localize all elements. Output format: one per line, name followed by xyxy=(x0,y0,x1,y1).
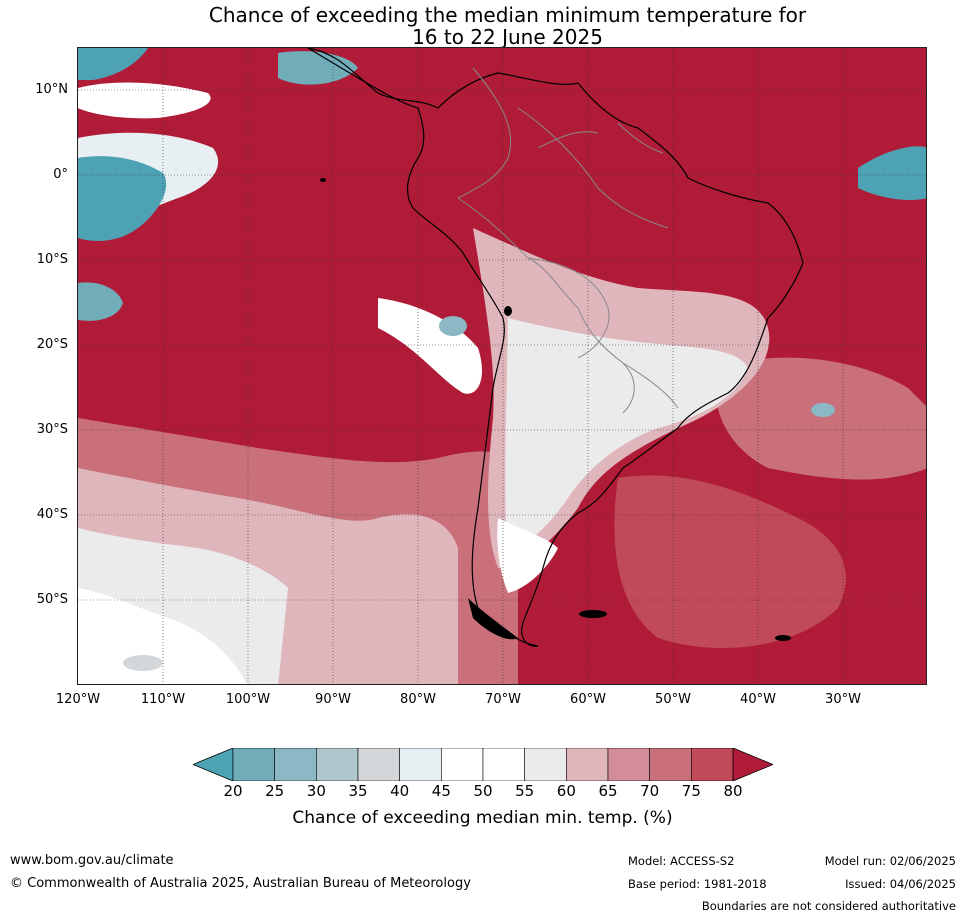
colorbar-label: Chance of exceeding median min. temp. (%… xyxy=(292,808,673,828)
footer-model: Model: ACCESS-S2 xyxy=(628,854,735,868)
map-title-line1: Chance of exceeding the median minimum t… xyxy=(208,3,807,27)
south-america-coastline xyxy=(307,48,804,647)
lon-label-70w: 70°W xyxy=(485,692,521,707)
lon-label-40w: 40°W xyxy=(740,692,776,707)
footer-website: www.bom.gov.au/climate xyxy=(10,853,174,868)
field-patch-atlantic-blue xyxy=(811,403,835,417)
colorbar-tick-label: 70 xyxy=(640,782,660,800)
colorbar-tick-label: 60 xyxy=(556,782,576,800)
footer-issued: Issued: 04/06/2025 xyxy=(845,877,956,891)
footer-copyright: © Commonwealth of Australia 2025, Austra… xyxy=(10,876,471,891)
colorbar-tick-label: 80 xyxy=(723,782,743,800)
colorbar-segment xyxy=(274,748,317,781)
colorbar-segment xyxy=(566,748,609,781)
field-band-patagonia-white xyxy=(497,518,558,593)
lon-label-60w: 60°W xyxy=(570,692,606,707)
lat-label-50s: 50°S xyxy=(36,592,68,607)
lon-label-110w: 110°W xyxy=(140,692,186,707)
colorbar-tick-label: 30 xyxy=(306,782,326,800)
field-band-west-pacific-blue xyxy=(78,282,123,321)
colorbar xyxy=(193,748,773,781)
probability-map xyxy=(77,47,927,685)
field-band-equatorial-atlantic-blue xyxy=(858,146,926,200)
footer-model-run: Model run: 02/06/2025 xyxy=(824,854,956,868)
colorbar-tick-label: 65 xyxy=(598,782,618,800)
colorbar-segment xyxy=(232,748,275,781)
colorbar-extension-low xyxy=(193,748,234,781)
colorbar-tick-label: 25 xyxy=(265,782,285,800)
colorbar-segment xyxy=(316,748,359,781)
footer-base-period: Base period: 1981-2018 xyxy=(628,877,767,891)
field-band-northwest-blue xyxy=(78,48,148,80)
colorbar-segment xyxy=(649,748,692,781)
field-band-east-pacific-white xyxy=(378,298,483,394)
field-band-tropical-pacific-white xyxy=(78,82,211,119)
lon-label-80w: 80°W xyxy=(400,692,436,707)
lon-label-120w: 120°W xyxy=(55,692,101,707)
colorbar-tick-label: 45 xyxy=(431,782,451,800)
footer-disclaimer: Boundaries are not considered authoritat… xyxy=(701,899,956,913)
colorbar-tick-label: 55 xyxy=(515,782,535,800)
field-band-tropical-pacific-blue xyxy=(78,156,167,241)
colorbar-tick-label: 50 xyxy=(473,782,493,800)
colorbar-segment xyxy=(691,748,734,781)
colorbar-segment xyxy=(357,748,400,781)
field-band-southern-ocean-white xyxy=(78,588,247,684)
map-title: Chance of exceeding the median minimum t… xyxy=(0,4,965,48)
lon-label-30w: 30°W xyxy=(825,692,861,707)
colorbar-tick-label: 35 xyxy=(348,782,368,800)
colorbar-segment xyxy=(482,748,525,781)
field-patch-peru-blue xyxy=(439,316,467,336)
field-band-south-america-neutral xyxy=(505,318,748,553)
lat-label-40s: 40°S xyxy=(36,507,68,522)
field-band-east-atlantic xyxy=(715,357,926,480)
colorbar-tick-label: 20 xyxy=(223,782,243,800)
lon-label-100w: 100°W xyxy=(225,692,271,707)
colorbar-segment xyxy=(441,748,484,781)
lat-label-30s: 30°S xyxy=(36,422,68,437)
lat-label-20s: 20°S xyxy=(36,337,68,352)
islands xyxy=(320,178,791,641)
colorbar-tick-label: 40 xyxy=(390,782,410,800)
colorbar-extension-high xyxy=(732,748,773,781)
colorbar-segment xyxy=(607,748,650,781)
lat-label-10n: 10°N xyxy=(35,82,68,97)
lon-label-50w: 50°W xyxy=(655,692,691,707)
map-title-line2: 16 to 22 June 2025 xyxy=(412,25,603,49)
lon-label-90w: 90°W xyxy=(315,692,351,707)
field-band-south-atlantic xyxy=(614,475,846,648)
colorbar-segment xyxy=(399,748,442,781)
colorbar-tick-label: 75 xyxy=(681,782,701,800)
country-borders xyxy=(457,67,679,414)
field-patch-southwest-grey xyxy=(123,655,163,671)
lat-label-10s: 10°S xyxy=(36,252,68,267)
map-gridlines xyxy=(78,48,926,684)
lat-label-equator: 0° xyxy=(53,167,68,182)
colorbar-segment xyxy=(524,748,567,781)
